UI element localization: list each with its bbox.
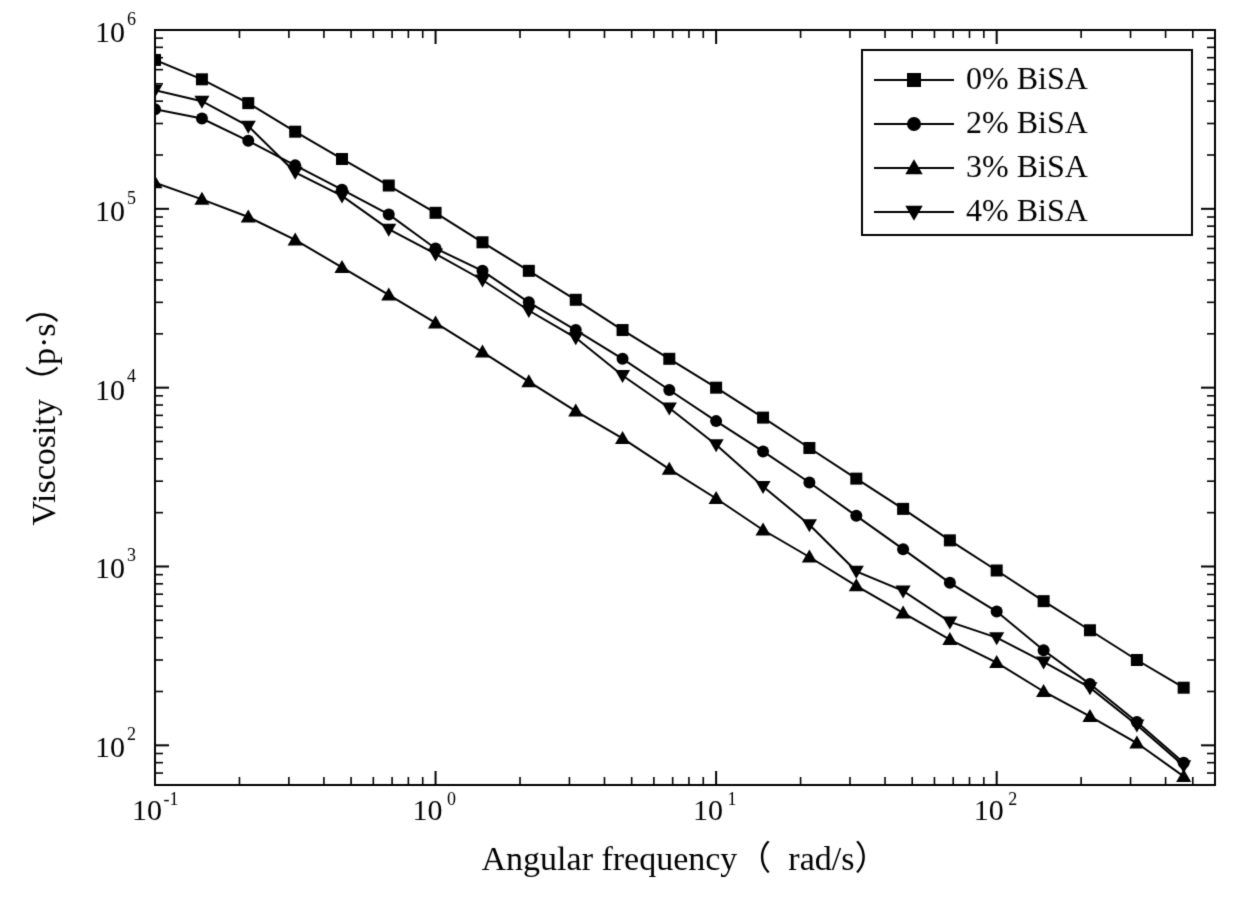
viscosity-vs-frequency-chart	[0, 0, 1240, 917]
chart-container	[0, 0, 1240, 917]
